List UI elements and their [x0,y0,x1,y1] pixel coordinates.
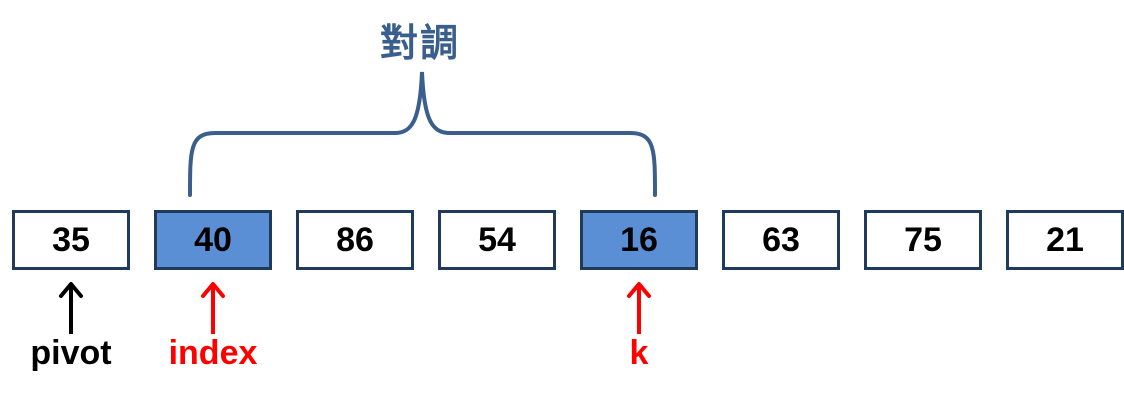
array-cell-2: 86 [296,210,414,270]
pointer-label-index: index [168,334,258,372]
pointer-arrow-pivot [59,282,83,334]
pointer-arrow-index [201,282,225,334]
swap-label: 對調 [379,23,460,65]
array-cell-7: 21 [1006,210,1124,270]
array-cell-4: 16 [580,210,698,270]
array-cell-6: 75 [864,210,982,270]
array-cell-3: 54 [438,210,556,270]
pointer-arrows [59,282,651,334]
pointer-arrow-k [627,282,651,334]
array-cell-5: 63 [722,210,840,270]
array-cell-0: 35 [12,210,130,270]
pointer-label-k: k [629,334,649,372]
array-cell-1: 40 [154,210,272,270]
swap-brace [188,71,657,197]
pointer-label-pivot: pivot [30,334,112,372]
